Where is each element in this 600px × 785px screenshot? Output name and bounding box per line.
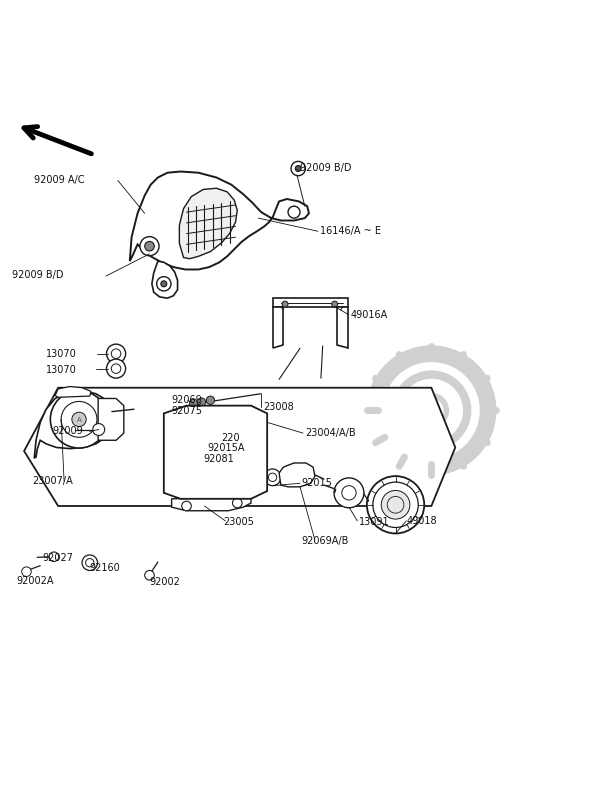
Text: 92069A/B: 92069A/B <box>302 535 349 546</box>
Circle shape <box>49 552 59 561</box>
Polygon shape <box>273 298 348 306</box>
Circle shape <box>72 412 86 426</box>
Circle shape <box>145 242 154 251</box>
Circle shape <box>205 440 214 449</box>
Polygon shape <box>130 172 309 269</box>
Polygon shape <box>337 306 348 349</box>
Text: RonersRepublik: RonersRepublik <box>146 389 311 480</box>
Circle shape <box>197 398 206 406</box>
Circle shape <box>264 469 281 486</box>
Text: 23004/A/B: 23004/A/B <box>305 428 355 438</box>
Circle shape <box>145 571 154 580</box>
Text: 92009 A/C: 92009 A/C <box>34 175 85 185</box>
Circle shape <box>291 162 305 176</box>
Circle shape <box>50 391 107 448</box>
Text: 16146/A ~ E: 16146/A ~ E <box>320 226 381 236</box>
Circle shape <box>211 429 220 439</box>
Text: 92069: 92069 <box>172 395 202 404</box>
Text: 13091: 13091 <box>359 517 389 527</box>
Circle shape <box>107 344 125 363</box>
Text: A: A <box>77 417 82 423</box>
Circle shape <box>107 359 125 378</box>
Text: 92002A: 92002A <box>16 575 54 586</box>
Text: 23007/A: 23007/A <box>32 476 73 487</box>
Circle shape <box>201 455 208 462</box>
Polygon shape <box>152 261 178 298</box>
Circle shape <box>22 567 31 576</box>
Circle shape <box>157 276 171 291</box>
Text: 92081: 92081 <box>203 454 234 464</box>
Polygon shape <box>279 463 315 487</box>
Text: 92075: 92075 <box>172 406 203 416</box>
Circle shape <box>93 424 105 436</box>
Circle shape <box>190 399 198 407</box>
Circle shape <box>367 476 424 534</box>
Text: 220: 220 <box>221 433 240 444</box>
Polygon shape <box>34 391 113 458</box>
Circle shape <box>288 206 300 218</box>
Text: 92002: 92002 <box>149 577 181 587</box>
Text: 92015: 92015 <box>301 478 332 488</box>
Text: 49016A: 49016A <box>351 310 388 320</box>
Text: 13070: 13070 <box>46 365 77 374</box>
Circle shape <box>381 491 410 519</box>
Circle shape <box>334 478 364 508</box>
Text: 92009: 92009 <box>52 426 83 436</box>
Circle shape <box>140 236 159 256</box>
Circle shape <box>332 301 338 307</box>
Text: 92009 B/D: 92009 B/D <box>300 163 352 173</box>
Polygon shape <box>179 188 237 259</box>
Circle shape <box>416 396 446 425</box>
Circle shape <box>295 166 301 172</box>
Polygon shape <box>273 306 283 349</box>
Circle shape <box>182 501 191 511</box>
Circle shape <box>161 281 167 287</box>
Text: 92027: 92027 <box>42 553 73 563</box>
Polygon shape <box>172 497 251 511</box>
Text: 49018: 49018 <box>406 517 437 527</box>
Polygon shape <box>98 399 124 440</box>
Text: 23005: 23005 <box>224 517 254 527</box>
Text: 13070: 13070 <box>46 349 77 359</box>
Polygon shape <box>164 406 267 498</box>
Circle shape <box>233 498 242 508</box>
Circle shape <box>282 301 288 307</box>
Text: 92015A: 92015A <box>208 443 245 453</box>
Polygon shape <box>55 386 91 397</box>
Circle shape <box>82 555 98 571</box>
Text: 23008: 23008 <box>263 402 294 412</box>
Text: 92009 B/D: 92009 B/D <box>12 271 64 280</box>
Polygon shape <box>24 388 455 506</box>
Text: 92160: 92160 <box>90 563 121 573</box>
Circle shape <box>206 396 215 404</box>
